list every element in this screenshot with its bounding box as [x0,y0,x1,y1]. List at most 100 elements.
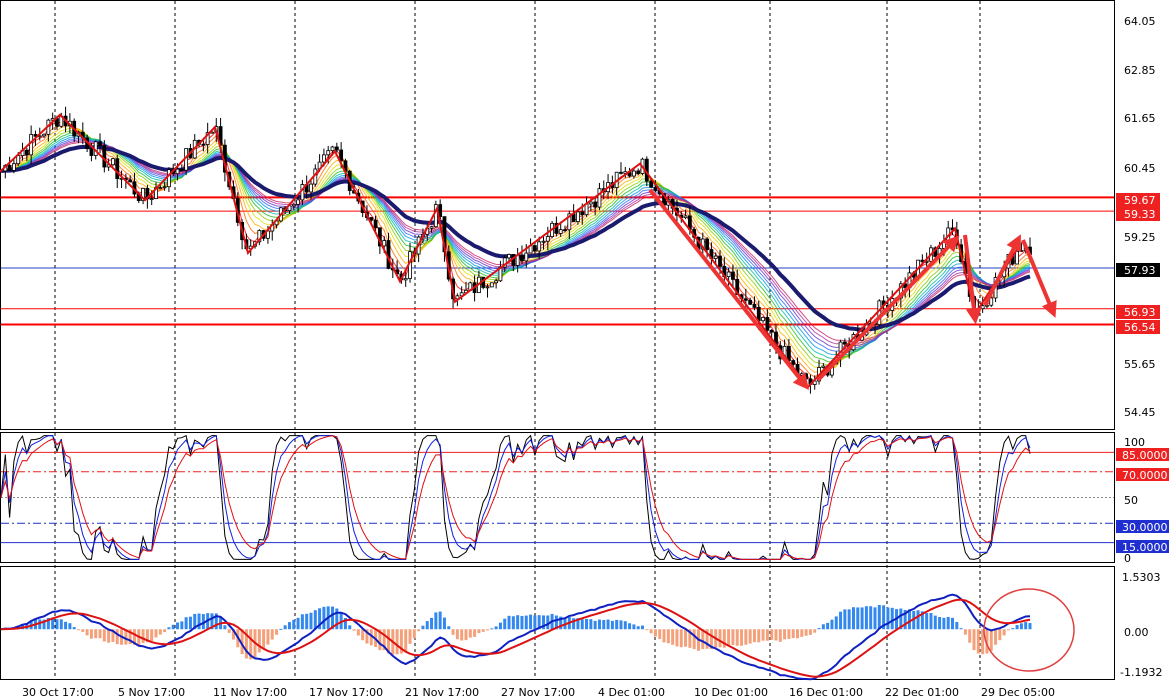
macd-histogram-bar [417,629,421,632]
macd-histogram-bar [145,629,149,643]
candle-body [558,229,563,234]
macd-histogram-bar [851,607,855,630]
candle-body [748,299,753,305]
macd-histogram-bar [481,629,485,632]
level-label-0: 59.67 [1124,194,1156,207]
osc-line-blue [0,434,1031,560]
signal-line [0,598,1031,678]
candle-body [179,168,184,171]
macd-histogram-bar [658,629,662,640]
macd-histogram-bar [602,619,606,630]
candle-body [653,186,658,191]
candle-body [769,329,774,333]
macd-histogram-bar [356,629,360,636]
macd-histogram-bar [864,606,868,630]
time-axis: 30 Oct 17:00 5 Nov 17:00 11 Nov 17:00 17… [22,686,1055,699]
candle-body [735,278,740,296]
candle-body [29,134,34,156]
candle-body [296,199,300,205]
main-price-panel[interactable] [0,0,1115,430]
level-label-3: 56.54 [1124,321,1156,334]
macd-histogram-bar [128,629,132,644]
macd-histogram-bar [920,611,924,630]
macd-histogram-bar [938,616,942,630]
candle-body [339,149,344,162]
macd-histogram-bar [929,613,933,630]
macd-histogram-bar [787,629,791,639]
candle-body [541,240,546,243]
level-label-1: 59.33 [1124,208,1156,221]
macd-histogram-bar [989,629,993,651]
forecast-arrow-3 [983,234,1021,306]
forecast-arrow-4 [1021,239,1057,318]
level-flag-2 [1116,305,1160,319]
osc-flag-85 [1116,448,1169,461]
macd-histogram-bar [882,605,886,630]
osc-tick-50: 50 [1124,494,1138,507]
macd-histogram-bar [184,617,188,630]
macd-histogram-bar [963,629,967,635]
macd-histogram-bar [860,607,864,630]
macd-histogram-bar [494,626,498,630]
macd-histogram-bar [430,617,434,630]
macd-histogram-bar [72,627,76,630]
macd-histogram-bar [348,625,352,630]
forecast-arrow-0 [648,188,809,391]
macd-panel[interactable] [0,566,1115,680]
macd-histogram-bar [421,625,425,630]
macd-histogram-bar [559,616,563,630]
macd-axis: 1.5303 0.00 -1.1932 [1120,571,1162,679]
macd-histogram-bar [972,629,976,651]
macd-histogram-bar [671,629,675,645]
macd-histogram-bar [124,629,128,645]
candle-body [584,203,589,216]
oscillator-panel[interactable] [0,432,1115,563]
macd-histogram-bar [275,629,279,635]
osc-level-15: 15.0000 [1122,541,1168,554]
macd-histogram-bar [757,629,761,643]
candle-body [799,373,804,376]
macd-histogram-bar [365,629,369,644]
osc-level-30: 30.0000 [1122,521,1168,534]
candle-body [102,145,107,168]
macd-histogram-bar [231,629,235,640]
macd-histogram-bar [352,629,356,631]
macd-histogram-bar [554,615,558,630]
macd-histogram-bar [81,629,85,632]
candle-body [16,155,21,165]
candle-body [537,241,542,252]
macd-histogram-bar [951,617,955,630]
candle-body [593,201,598,208]
osc-tick-100: 100 [1124,436,1145,449]
price-tick-0: 64.05 [1124,15,1156,28]
macd-histogram-bar [335,608,339,630]
macd-histogram-bar [727,629,731,646]
macd-histogram-bar [287,622,291,630]
macd-histogram-bar [244,629,248,659]
macd-histogram-bar [572,618,576,630]
price-tick-6: 54.45 [1124,406,1156,419]
macd-histogram-bar [679,629,683,648]
macd-histogram-bar [76,629,80,631]
macd-histogram-bar [774,629,778,641]
ma-ribbon-line-8 [0,137,1031,352]
macd-histogram-bar [197,613,201,630]
candle-body [334,146,339,151]
macd-histogram-bar [800,629,804,637]
macd-histogram-bar [641,625,645,630]
candle-body [1019,250,1024,252]
candle-body [403,278,408,281]
macd-histogram-bar [899,608,903,630]
macd-histogram-bar [778,629,782,642]
macd-histogram-bar [107,629,111,643]
highlight-circle [983,588,1075,672]
zigzag-line [0,113,1021,389]
macd-histogram-bar [223,625,227,630]
macd-histogram-bar [890,607,894,630]
macd-histogram-bar [701,629,705,650]
macd-histogram-bar [46,618,50,630]
macd-histogram-bar [813,629,817,633]
time-label-0: 30 Oct 17:00 [22,686,94,699]
macd-histogram-bar [300,614,304,630]
